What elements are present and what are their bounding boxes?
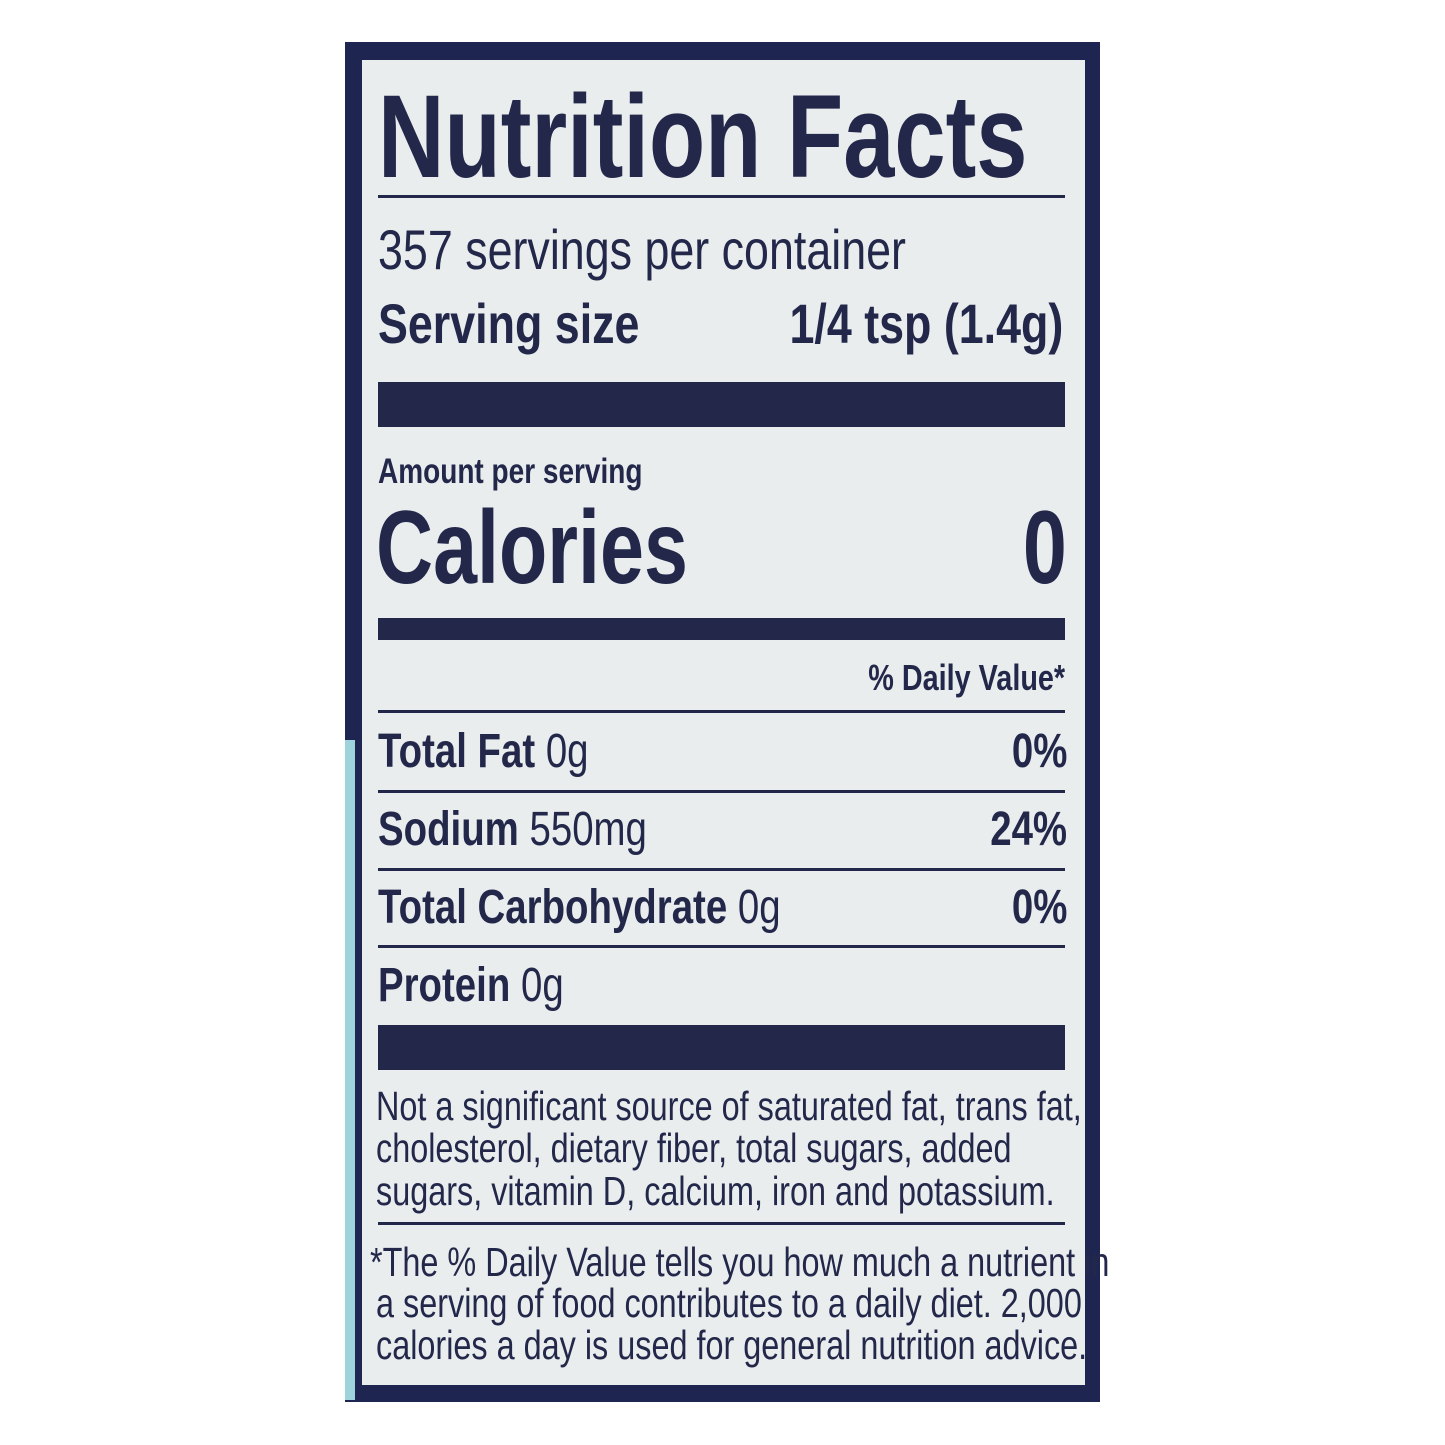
nutrient-row-total-carbohydrate: Total Carbohydrate 0g: [378, 884, 781, 932]
nutrient-amount: 0g: [737, 881, 781, 934]
calories-label: Calories: [376, 490, 688, 606]
label-title: Nutrition Facts: [378, 71, 1028, 203]
nutrition-facts-panel: [362, 60, 1085, 1385]
nutrient-name: Total Fat: [378, 725, 536, 778]
divider: [378, 1222, 1065, 1225]
divider: [378, 945, 1065, 948]
thick-divider: [378, 382, 1065, 427]
nutrient-row-total-fat: Total Fat 0g: [378, 728, 589, 776]
nutrient-row-protein: Protein 0g: [378, 962, 564, 1010]
serving-size-label: Serving size: [378, 292, 640, 355]
daily-value-header: % Daily Value*: [868, 657, 1065, 698]
not-significant-line: Not a significant source of saturated fa…: [376, 1083, 1082, 1129]
servings-per-container: 357 servings per container: [378, 218, 906, 281]
amount-per-serving: Amount per serving: [378, 452, 643, 491]
not-significant-line: cholesterol, dietary fiber, total sugars…: [376, 1125, 1012, 1171]
nutrient-amount: 550mg: [529, 803, 647, 856]
nutrient-amount: 0g: [545, 725, 589, 778]
divider: [378, 868, 1065, 871]
nutrient-amount: 0g: [520, 959, 564, 1012]
not-significant-line: sugars, vitamin D, calcium, iron and pot…: [376, 1168, 1055, 1214]
serving-size-value: 1/4 tsp (1.4g): [789, 292, 1063, 355]
divider: [378, 790, 1065, 793]
medium-divider: [378, 618, 1065, 640]
nutrient-dv: 0%: [1011, 881, 1068, 934]
nutrient-row-sodium: Sodium 550mg: [378, 806, 647, 854]
nutrient-name: Total Carbohydrate: [378, 881, 728, 934]
divider: [378, 710, 1065, 713]
nutrient-dv: 0%: [1011, 725, 1068, 778]
calories-value: 0: [1023, 490, 1067, 606]
footnote-line: a serving of food contributes to a daily…: [376, 1280, 1082, 1326]
nutrient-dv: 24%: [990, 803, 1067, 856]
thick-divider: [378, 1025, 1065, 1070]
package-edge: [345, 740, 355, 1400]
nutrient-name: Protein: [378, 959, 511, 1012]
footnote-line: calories a day is used for general nutri…: [376, 1322, 1088, 1368]
nutrient-name: Sodium: [378, 803, 519, 856]
divider: [378, 195, 1065, 198]
footnote-line: *The % Daily Value tells you how much a …: [370, 1239, 1110, 1285]
